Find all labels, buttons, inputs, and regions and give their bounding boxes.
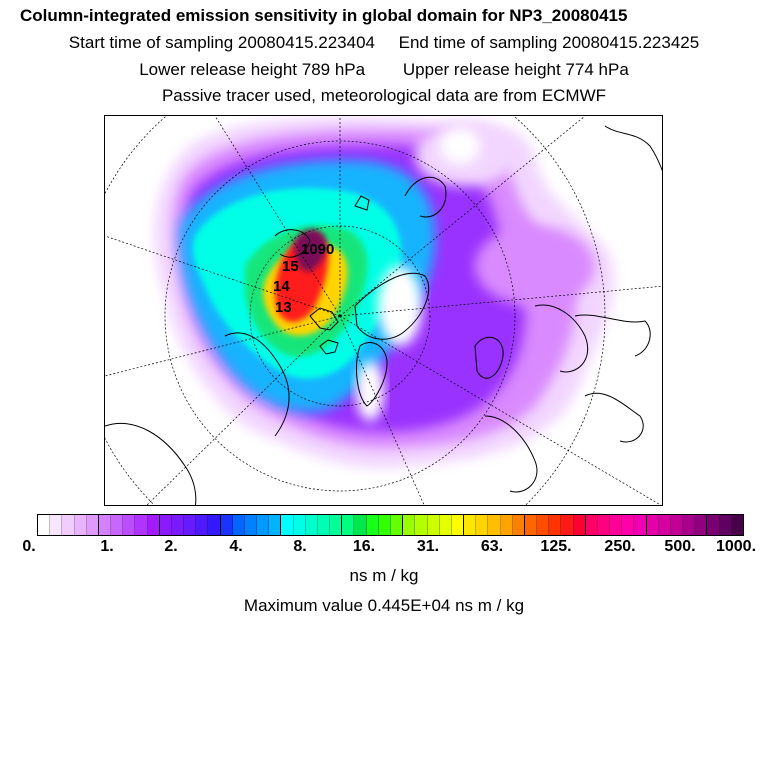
tick-label-7: 63. (480, 538, 504, 555)
colorbar-swatch (415, 515, 428, 535)
colorbar-swatch (488, 515, 501, 535)
coastlines (105, 125, 662, 505)
colorbar-swatch (695, 515, 708, 535)
tick-label-1: 1. (100, 538, 114, 555)
colorbar-swatch (683, 515, 696, 535)
colorbar-swatch (196, 515, 209, 535)
contour-labels: 13 14 15 1090 (273, 241, 334, 316)
colorbar-swatch (537, 515, 550, 535)
colorbar-swatch (232, 515, 245, 535)
colorbar-swatch (354, 515, 367, 535)
low-sensitivity-pocket-2 (356, 361, 384, 421)
colorbar-swatch (184, 515, 197, 535)
colorbar-swatch (171, 515, 185, 535)
lower-release-height: Lower release height 789 hPa (139, 60, 366, 79)
colorbar-swatch (38, 515, 51, 535)
colorbar-swatch (464, 515, 477, 535)
colorbar-swatch (573, 515, 586, 535)
tick-label-8: 125. (540, 538, 572, 555)
colorbar-swatch (269, 515, 282, 535)
colorbar-swatch (123, 515, 136, 535)
colorbar-swatch (293, 515, 306, 535)
colorbar-swatch (731, 515, 743, 535)
colorbar-swatch (305, 515, 318, 535)
colorbar-swatch (512, 515, 525, 535)
colorbar-swatch (500, 515, 513, 535)
colorbar-swatch (147, 515, 160, 535)
colorbar-swatch (281, 515, 294, 535)
map-svg: 13 14 15 1090 (105, 116, 662, 505)
contour-label-14: 14 (273, 278, 290, 295)
colorbar-swatch (330, 515, 343, 535)
colorbar-swatch (317, 515, 331, 535)
colorbar-swatch (62, 515, 75, 535)
colorbar (37, 514, 744, 536)
page-title: Column-integrated emission sensitivity i… (20, 6, 628, 25)
colorbar-swatch (390, 515, 404, 535)
colorbar-swatch (86, 515, 99, 535)
colorbar-swatch (476, 515, 489, 535)
colorbar-swatch (98, 515, 112, 535)
colorbar-swatch (622, 515, 635, 535)
polar-map: 13 14 15 1090 (104, 115, 663, 506)
plume-east-whorl (475, 226, 595, 306)
colorbar-swatch (244, 515, 258, 535)
colorbar-swatch (366, 515, 379, 535)
colorbar-ticks: 0. 1. 2. 4. 8. 16. 31. 63. 125. 250. 500… (0, 538, 768, 558)
end-time: End time of sampling 20080415.223425 (398, 33, 700, 52)
colorbar-swatch (561, 515, 574, 535)
tick-label-6: 31. (416, 538, 440, 555)
tick-label-0: 0. (22, 538, 36, 555)
contour-label-13: 13 (275, 299, 292, 316)
contour-label-1090: 1090 (301, 241, 334, 258)
colorbar-swatch (50, 515, 63, 535)
upper-release-height: Upper release height 774 hPa (402, 60, 629, 79)
colorbar-swatch (524, 515, 538, 535)
colorbar-swatch (427, 515, 440, 535)
colorbar-swatch (451, 515, 465, 535)
sampling-times: Start time of sampling 20080415.223404 E… (0, 33, 768, 53)
colorbar-swatch (342, 515, 355, 535)
colorbar-swatch (220, 515, 233, 535)
tick-label-11: 1000. (715, 538, 757, 555)
colorbar-swatch (135, 515, 148, 535)
colorbar-swatch (597, 515, 611, 535)
colorbar-swatch (208, 515, 221, 535)
tick-label-9: 250. (604, 538, 636, 555)
tracer-note: Passive tracer used, meteorological data… (161, 86, 607, 105)
colorbar-swatch (707, 515, 720, 535)
colorbar-swatch (634, 515, 647, 535)
colorbar-swatch (658, 515, 671, 535)
low-sensitivity-pocket-1 (378, 266, 422, 346)
colorbar-swatch (378, 515, 391, 535)
colorbar-swatch (585, 515, 598, 535)
colorbar-swatch (403, 515, 416, 535)
plume-layer-core (294, 229, 327, 272)
colorbar-swatch (670, 515, 684, 535)
colorbar-unit: ns m / kg (349, 566, 419, 585)
tick-label-3: 4. (229, 538, 243, 555)
colorbar-swatch (719, 515, 732, 535)
colorbar-swatch (159, 515, 172, 535)
low-sensitivity-pocket-3 (440, 128, 480, 164)
colorbar-swatch (646, 515, 659, 535)
colorbar-swatch (111, 515, 124, 535)
colorbar-swatch (439, 515, 452, 535)
tick-label-4: 8. (293, 538, 307, 555)
contour-label-15: 15 (282, 258, 299, 275)
tick-label-10: 500. (664, 538, 696, 555)
tick-label-5: 16. (352, 538, 376, 555)
graticule (105, 116, 662, 505)
maximum-value: Maximum value 0.445E+04 ns m / kg (243, 596, 525, 615)
colorbar-swatch (74, 515, 87, 535)
start-time: Start time of sampling 20080415.223404 (68, 33, 376, 52)
release-heights: Lower release height 789 hPa Upper relea… (0, 60, 768, 80)
colorbar-swatch (549, 515, 562, 535)
tick-label-2: 2. (164, 538, 178, 555)
colorbar-swatch (257, 515, 270, 535)
colorbar-swatch (610, 515, 623, 535)
